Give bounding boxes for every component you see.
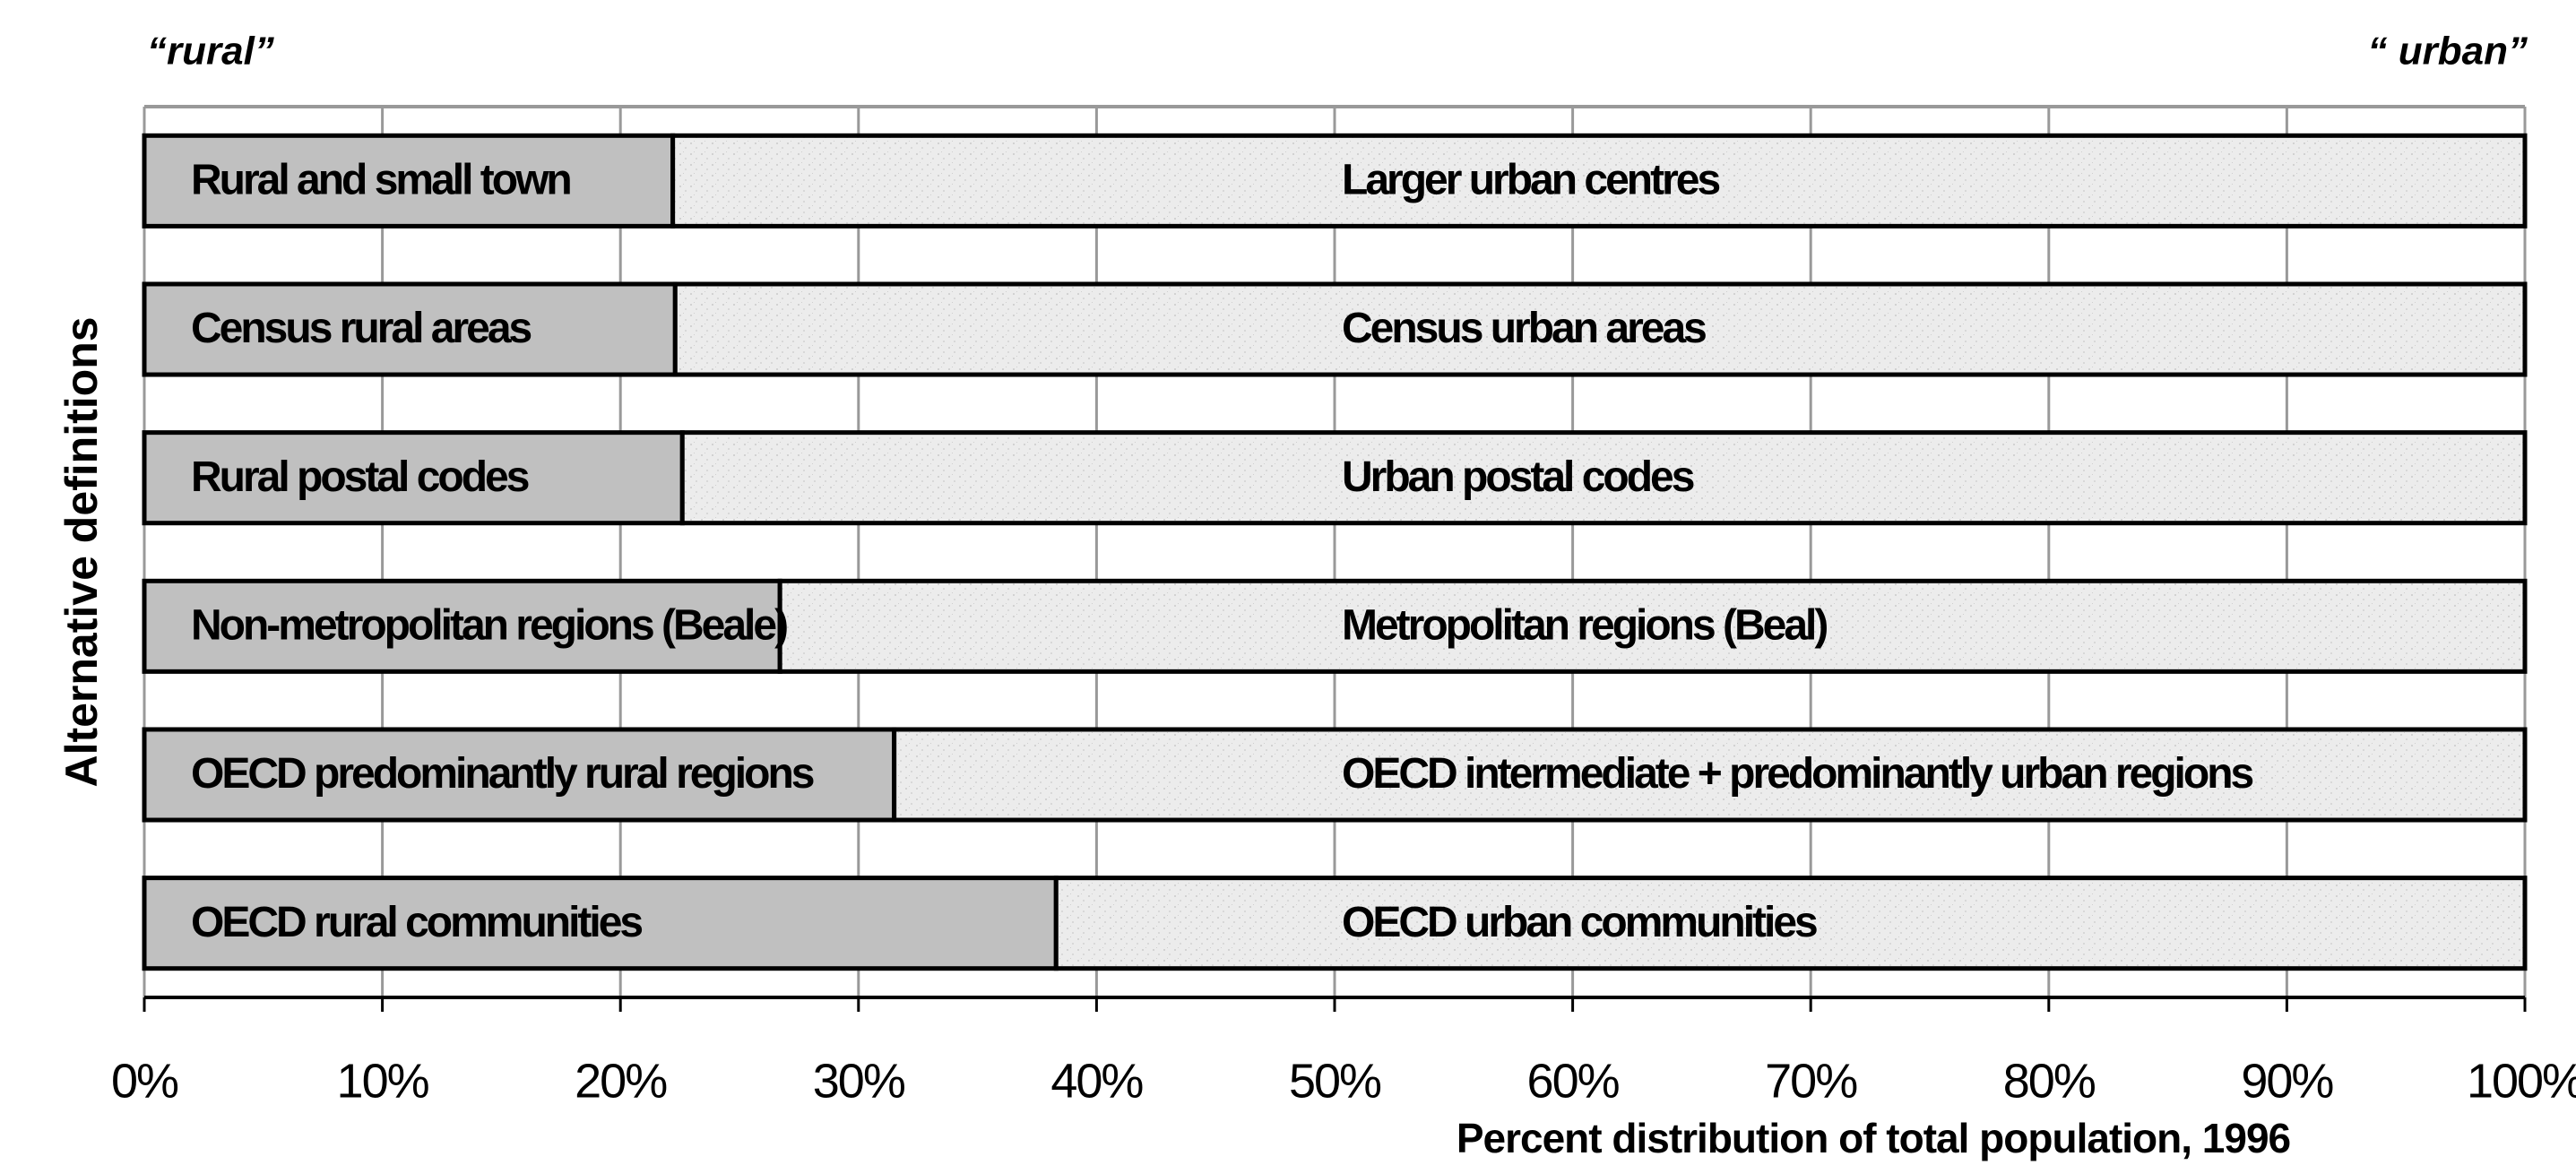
bar-segment: [892, 727, 2528, 823]
x-tick-label: 10%: [337, 1054, 429, 1108]
x-tick-label: 40%: [1050, 1054, 1143, 1108]
segment-label: Rural and small town: [191, 157, 570, 204]
x-tick-label: 80%: [2003, 1054, 2096, 1108]
segment-label: Census urban areas: [1342, 305, 1706, 352]
x-tick-label: 60%: [1527, 1054, 1620, 1108]
y-axis-label: Alternative definitions: [56, 316, 107, 787]
segment-label: OECD intermediate + predominantly urban …: [1342, 750, 2253, 798]
segment-label: Metropolitan regions (Beal): [1342, 602, 1827, 650]
segment-label: OECD urban communities: [1342, 899, 1817, 946]
legend-rural: “rural”: [147, 30, 274, 73]
x-axis-label: Percent distribution of total population…: [1457, 1115, 2290, 1161]
bar-segment: [670, 133, 2528, 229]
bar-segment: [142, 727, 897, 823]
x-tick-label: 90%: [2241, 1054, 2333, 1108]
segment-label: Urban postal codes: [1342, 453, 1694, 501]
bar-segment: [672, 281, 2528, 377]
segment-label: Rural postal codes: [191, 453, 529, 501]
x-tick-label: 20%: [575, 1054, 667, 1108]
bar-segment: [142, 876, 1059, 971]
segment-label: Larger urban centres: [1342, 157, 1719, 204]
x-tick-label: 0%: [111, 1054, 178, 1108]
bar-segment: [1053, 876, 2528, 971]
segment-label: Census rural areas: [191, 305, 532, 352]
segment-label: OECD predominantly rural regions: [191, 750, 814, 798]
segment-label: Non-metropolitan regions (Beale): [191, 602, 787, 650]
segment-label: OECD rural communities: [191, 899, 642, 946]
legend-urban: “ urban”: [2368, 30, 2528, 73]
x-tick-label: 70%: [1765, 1054, 1857, 1108]
bar-segment: [142, 281, 678, 377]
bar-segment: [777, 578, 2528, 674]
bar-segment: [679, 430, 2528, 526]
bar-segment: [142, 133, 676, 229]
x-tick-label: 30%: [813, 1054, 905, 1108]
x-tick-label: 50%: [1289, 1054, 1381, 1108]
x-tick-label: 100%: [2467, 1054, 2576, 1108]
